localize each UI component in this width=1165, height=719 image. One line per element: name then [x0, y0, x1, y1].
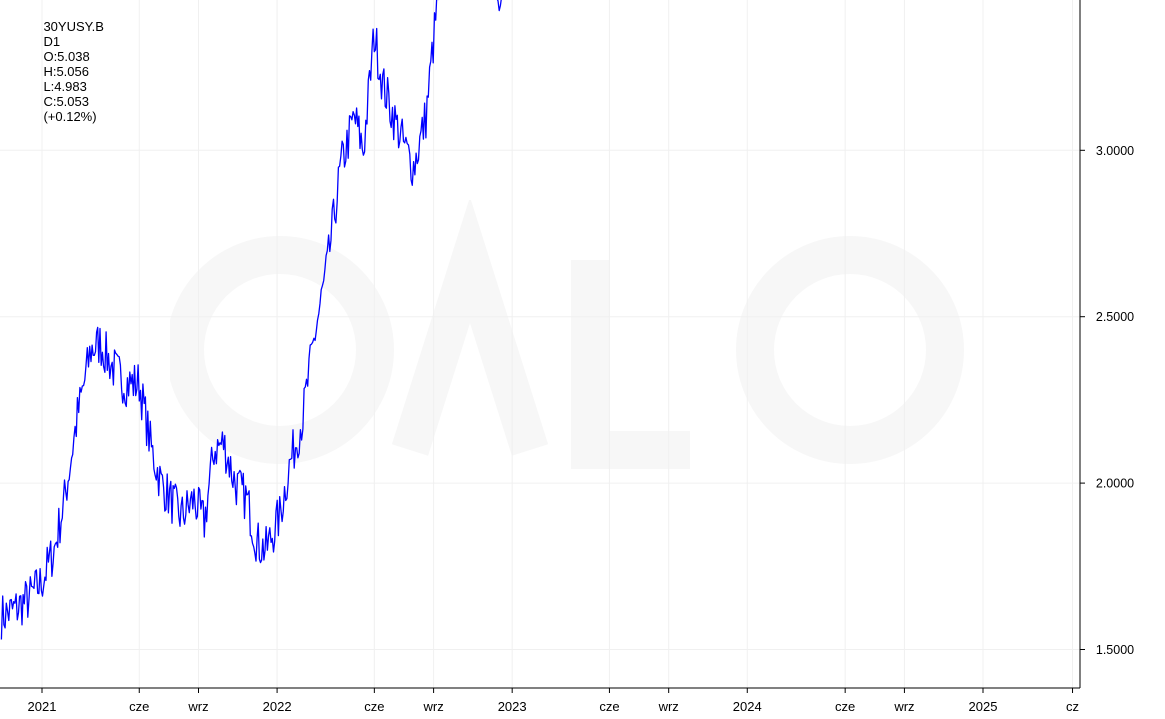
- x-tick-label: cze: [129, 699, 149, 714]
- x-tick-label: cz: [1066, 699, 1079, 714]
- x-tick-label: 2024: [733, 699, 762, 714]
- low-value: L:4.983: [43, 79, 87, 94]
- chart-header: 30YUSY.B D1 O:5.038 H:5.056 L:4.983 C:5.…: [29, 4, 110, 139]
- x-tick-label: 2023: [498, 699, 527, 714]
- series-line: [0, 0, 502, 640]
- x-tick-label: 2021: [28, 699, 57, 714]
- x-tick-label: wrz: [658, 699, 679, 714]
- x-tick-label: cze: [599, 699, 619, 714]
- open-value: O:5.038: [43, 49, 90, 64]
- x-tick-label: wrz: [893, 699, 914, 714]
- change-value: (+0.12%): [43, 109, 97, 124]
- close-value: C:5.053: [43, 94, 89, 109]
- x-tick-label: cze: [835, 699, 855, 714]
- y-tick-label: 1.5000: [1096, 643, 1134, 657]
- x-tick-label: cze: [364, 699, 384, 714]
- x-tick-label: 2025: [969, 699, 998, 714]
- symbol-label: 30YUSY.B: [43, 19, 104, 34]
- interval-label: D1: [43, 34, 61, 49]
- y-tick-label: 2.5000: [1096, 310, 1134, 324]
- x-tick-label: wrz: [187, 699, 208, 714]
- x-tick-label: wrz: [422, 699, 443, 714]
- y-tick-label: 3.0000: [1096, 144, 1134, 158]
- high-value: H:5.056: [43, 64, 89, 79]
- x-tick-label: 2022: [263, 699, 292, 714]
- y-tick-label: 2.0000: [1096, 477, 1134, 491]
